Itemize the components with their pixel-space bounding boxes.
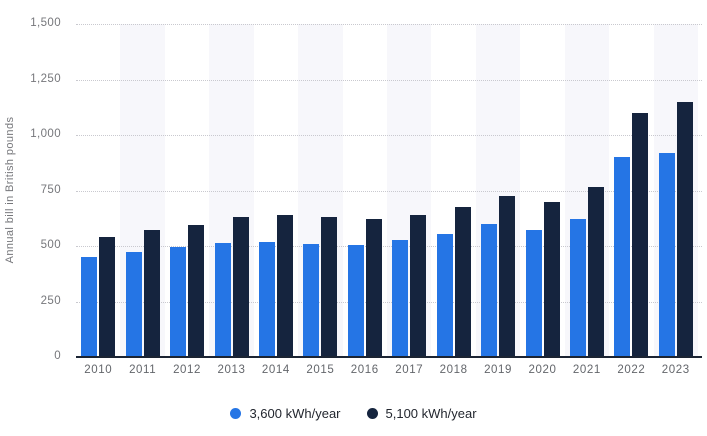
bar-5100kwh-2010[interactable]: [99, 237, 116, 357]
x-axis-label-2017: 2017: [395, 364, 424, 376]
bar-3600kwh-2015[interactable]: [303, 243, 320, 357]
bar-3600kwh-2017[interactable]: [392, 240, 409, 357]
x-axis-label-2023: 2023: [661, 364, 690, 376]
bar-3600kwh-2013[interactable]: [214, 242, 231, 357]
x-axis-label-2016: 2016: [350, 364, 379, 376]
y-axis-tick-label: 1,250: [30, 72, 61, 85]
gridline-1,000: [76, 135, 702, 136]
gridline-1,250: [76, 79, 702, 81]
bar-3600kwh-2016[interactable]: [347, 244, 364, 357]
gridline-750: [76, 190, 702, 192]
x-axis-label-2019: 2019: [484, 364, 513, 376]
legend-marker-3600kwh-icon: [230, 407, 242, 419]
bar-5100kwh-2012[interactable]: [188, 224, 205, 357]
x-axis-line: [76, 356, 702, 358]
x-axis-label-2013: 2013: [217, 364, 246, 376]
legend-item-3600kwh[interactable]: 3,600 kWh/year: [230, 405, 341, 421]
y-axis-tick-label: 500: [40, 239, 61, 251]
bar-5100kwh-2020[interactable]: [543, 201, 560, 357]
x-axis-label-2011: 2011: [129, 364, 157, 376]
gridline-500: [76, 246, 702, 247]
y-axis-tick-label: 1,500: [30, 17, 61, 29]
bar-3600kwh-2011[interactable]: [125, 251, 142, 357]
gridline-1,500: [76, 24, 702, 25]
legend-label-3600kwh: 3,600 kWh/year: [249, 405, 341, 421]
bar-3600kwh-2019[interactable]: [481, 223, 498, 357]
x-axis-label-2020: 2020: [528, 364, 557, 376]
x-axis-label-2014: 2014: [261, 364, 290, 376]
bar-5100kwh-2013[interactable]: [232, 217, 249, 357]
bar-5100kwh-2019[interactable]: [499, 196, 516, 357]
bar-5100kwh-2022[interactable]: [632, 112, 649, 357]
bar-3600kwh-2021[interactable]: [569, 219, 586, 357]
x-axis-label-2010: 2010: [84, 364, 113, 376]
bar-3600kwh-2018[interactable]: [436, 233, 453, 357]
bar-5100kwh-2021[interactable]: [587, 187, 604, 357]
bar-3600kwh-2010[interactable]: [81, 257, 98, 357]
bar-5100kwh-2014[interactable]: [276, 214, 293, 357]
legend-item-5100kwh[interactable]: 5,100 kWh/year: [366, 405, 477, 421]
bar-5100kwh-2023[interactable]: [676, 101, 693, 357]
y-axis-title: Annual bill in British pounds: [4, 116, 16, 264]
y-axis-tick-label: 0: [54, 350, 61, 362]
x-axis-label-2022: 2022: [617, 364, 646, 376]
bar-3600kwh-2023[interactable]: [658, 152, 675, 357]
x-axis-label-2012: 2012: [173, 364, 202, 376]
y-axis-tick-label: 250: [40, 294, 61, 307]
bar-5100kwh-2016[interactable]: [365, 219, 382, 357]
bar-3600kwh-2014[interactable]: [258, 241, 275, 357]
bar-3600kwh-2020[interactable]: [525, 230, 542, 357]
y-axis-tick-label: 750: [40, 183, 61, 196]
legend-marker-5100kwh-icon: [366, 407, 378, 419]
gridline-250: [76, 301, 702, 303]
y-axis-tick-label: 1,000: [30, 128, 61, 140]
bar-3600kwh-2012[interactable]: [170, 247, 187, 357]
bar-3600kwh-2022[interactable]: [614, 157, 631, 357]
x-axis-label-2021: 2021: [572, 364, 601, 376]
legend-label-5100kwh: 5,100 kWh/year: [385, 405, 477, 421]
x-axis-label-2015: 2015: [306, 364, 335, 376]
bar-5100kwh-2015[interactable]: [321, 217, 338, 357]
bar-5100kwh-2011[interactable]: [143, 230, 160, 357]
chart-legend: 3,600 kWh/year 5,100 kWh/year: [0, 402, 707, 424]
x-axis-label-2018: 2018: [439, 364, 468, 376]
bar-5100kwh-2017[interactable]: [410, 214, 427, 357]
bar-5100kwh-2018[interactable]: [454, 207, 471, 357]
